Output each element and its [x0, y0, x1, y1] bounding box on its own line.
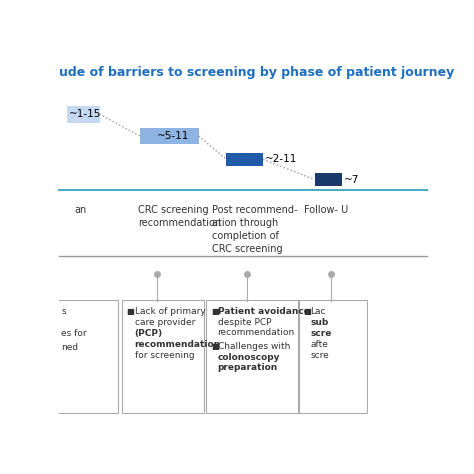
Text: recommendation: recommendation — [218, 328, 295, 337]
Text: Post recommend-
ation through
completion of
CRC screening: Post recommend- ation through completion… — [212, 205, 297, 254]
Text: preparation: preparation — [218, 364, 278, 373]
Text: Lac: Lac — [310, 307, 326, 316]
Text: afte: afte — [310, 340, 328, 349]
Text: ~2-11: ~2-11 — [265, 155, 297, 164]
FancyBboxPatch shape — [66, 106, 100, 123]
Text: Lack of primary: Lack of primary — [135, 307, 205, 316]
Text: ~1-15: ~1-15 — [68, 109, 101, 119]
Text: ■: ■ — [303, 307, 311, 316]
FancyBboxPatch shape — [57, 300, 118, 413]
Text: ■: ■ — [211, 342, 219, 351]
FancyBboxPatch shape — [315, 173, 342, 186]
Text: scre: scre — [310, 329, 331, 338]
Text: scre: scre — [310, 351, 329, 360]
Text: care provider: care provider — [135, 318, 195, 327]
Text: (PCP): (PCP) — [135, 329, 163, 338]
Text: es for: es for — [61, 329, 87, 338]
Text: ■: ■ — [127, 307, 134, 316]
FancyBboxPatch shape — [299, 300, 367, 413]
Text: recommendation: recommendation — [135, 340, 221, 349]
Text: ude of barriers to screening by phase of patient journey: ude of barriers to screening by phase of… — [59, 66, 455, 79]
Text: sub: sub — [310, 318, 328, 327]
FancyBboxPatch shape — [122, 300, 204, 413]
FancyBboxPatch shape — [227, 153, 263, 166]
FancyBboxPatch shape — [140, 128, 199, 145]
Text: Challenges with: Challenges with — [218, 342, 290, 351]
Text: ned: ned — [61, 343, 78, 352]
Text: s: s — [61, 307, 66, 316]
Text: an: an — [74, 205, 86, 215]
Text: ~5-11: ~5-11 — [156, 131, 189, 141]
Text: colonoscopy: colonoscopy — [218, 353, 280, 362]
Text: Patient avoidance: Patient avoidance — [218, 307, 310, 316]
FancyBboxPatch shape — [206, 300, 298, 413]
Text: ~7: ~7 — [344, 174, 359, 184]
Text: Follow- U: Follow- U — [303, 205, 348, 215]
Text: ■: ■ — [211, 307, 219, 316]
Text: for screening: for screening — [135, 351, 194, 360]
Text: despite PCP: despite PCP — [218, 318, 271, 327]
Text: CRC screening
recommendation: CRC screening recommendation — [138, 205, 221, 228]
